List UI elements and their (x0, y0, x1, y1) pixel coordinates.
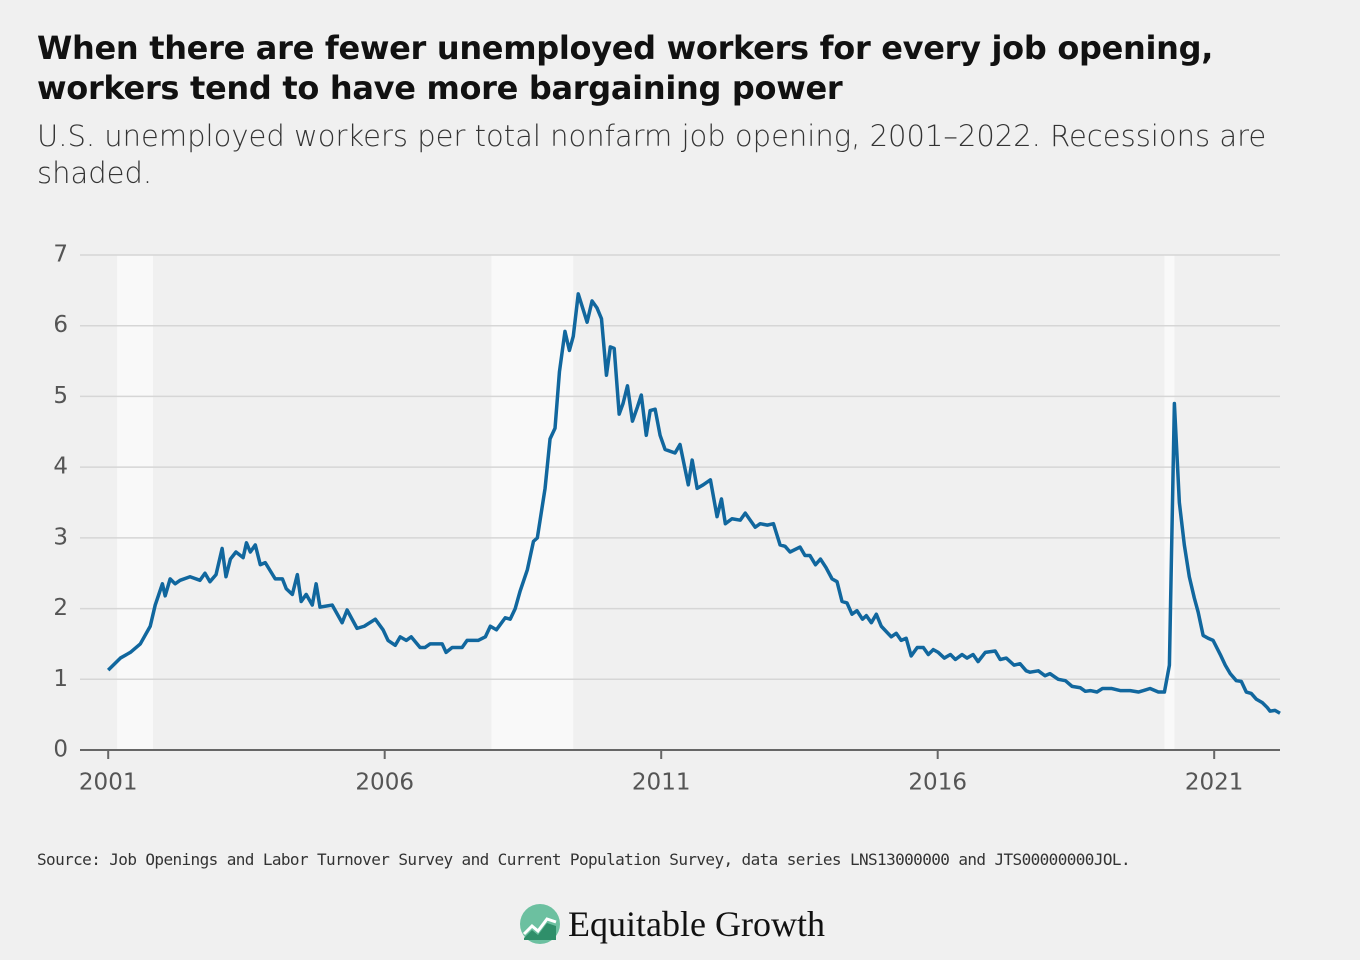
logo-icon (520, 904, 560, 944)
y-tick-label: 3 (53, 524, 68, 550)
y-tick-label: 0 (53, 737, 68, 763)
x-tick-label: 2006 (355, 770, 414, 796)
data-line (106, 292, 1281, 715)
y-tick-label: 7 (53, 242, 68, 268)
x-tick-label: 2021 (1185, 770, 1244, 796)
y-tick-label: 4 (53, 454, 68, 480)
y-tick-label: 6 (53, 312, 68, 338)
chart-subtitle: U.S. unemployed workers per total nonfar… (37, 119, 1267, 190)
recession-band (1164, 255, 1175, 750)
x-tick-label: 2001 (79, 770, 138, 796)
y-tick-label: 5 (53, 383, 68, 409)
logo-text: Equitable Growth (568, 904, 825, 944)
x-tick-label: 2011 (632, 770, 691, 796)
chart-title: When there are fewer unemployed workers … (37, 29, 1214, 107)
y-tick-label: 1 (53, 666, 68, 692)
logo: Equitable Growth (520, 900, 825, 948)
source-note: Source: Job Openings and Labor Turnover … (37, 850, 1131, 869)
recession-band (491, 255, 574, 750)
recession-band (117, 255, 153, 750)
x-tick-label: 2016 (908, 770, 967, 796)
y-tick-label: 2 (53, 595, 68, 621)
